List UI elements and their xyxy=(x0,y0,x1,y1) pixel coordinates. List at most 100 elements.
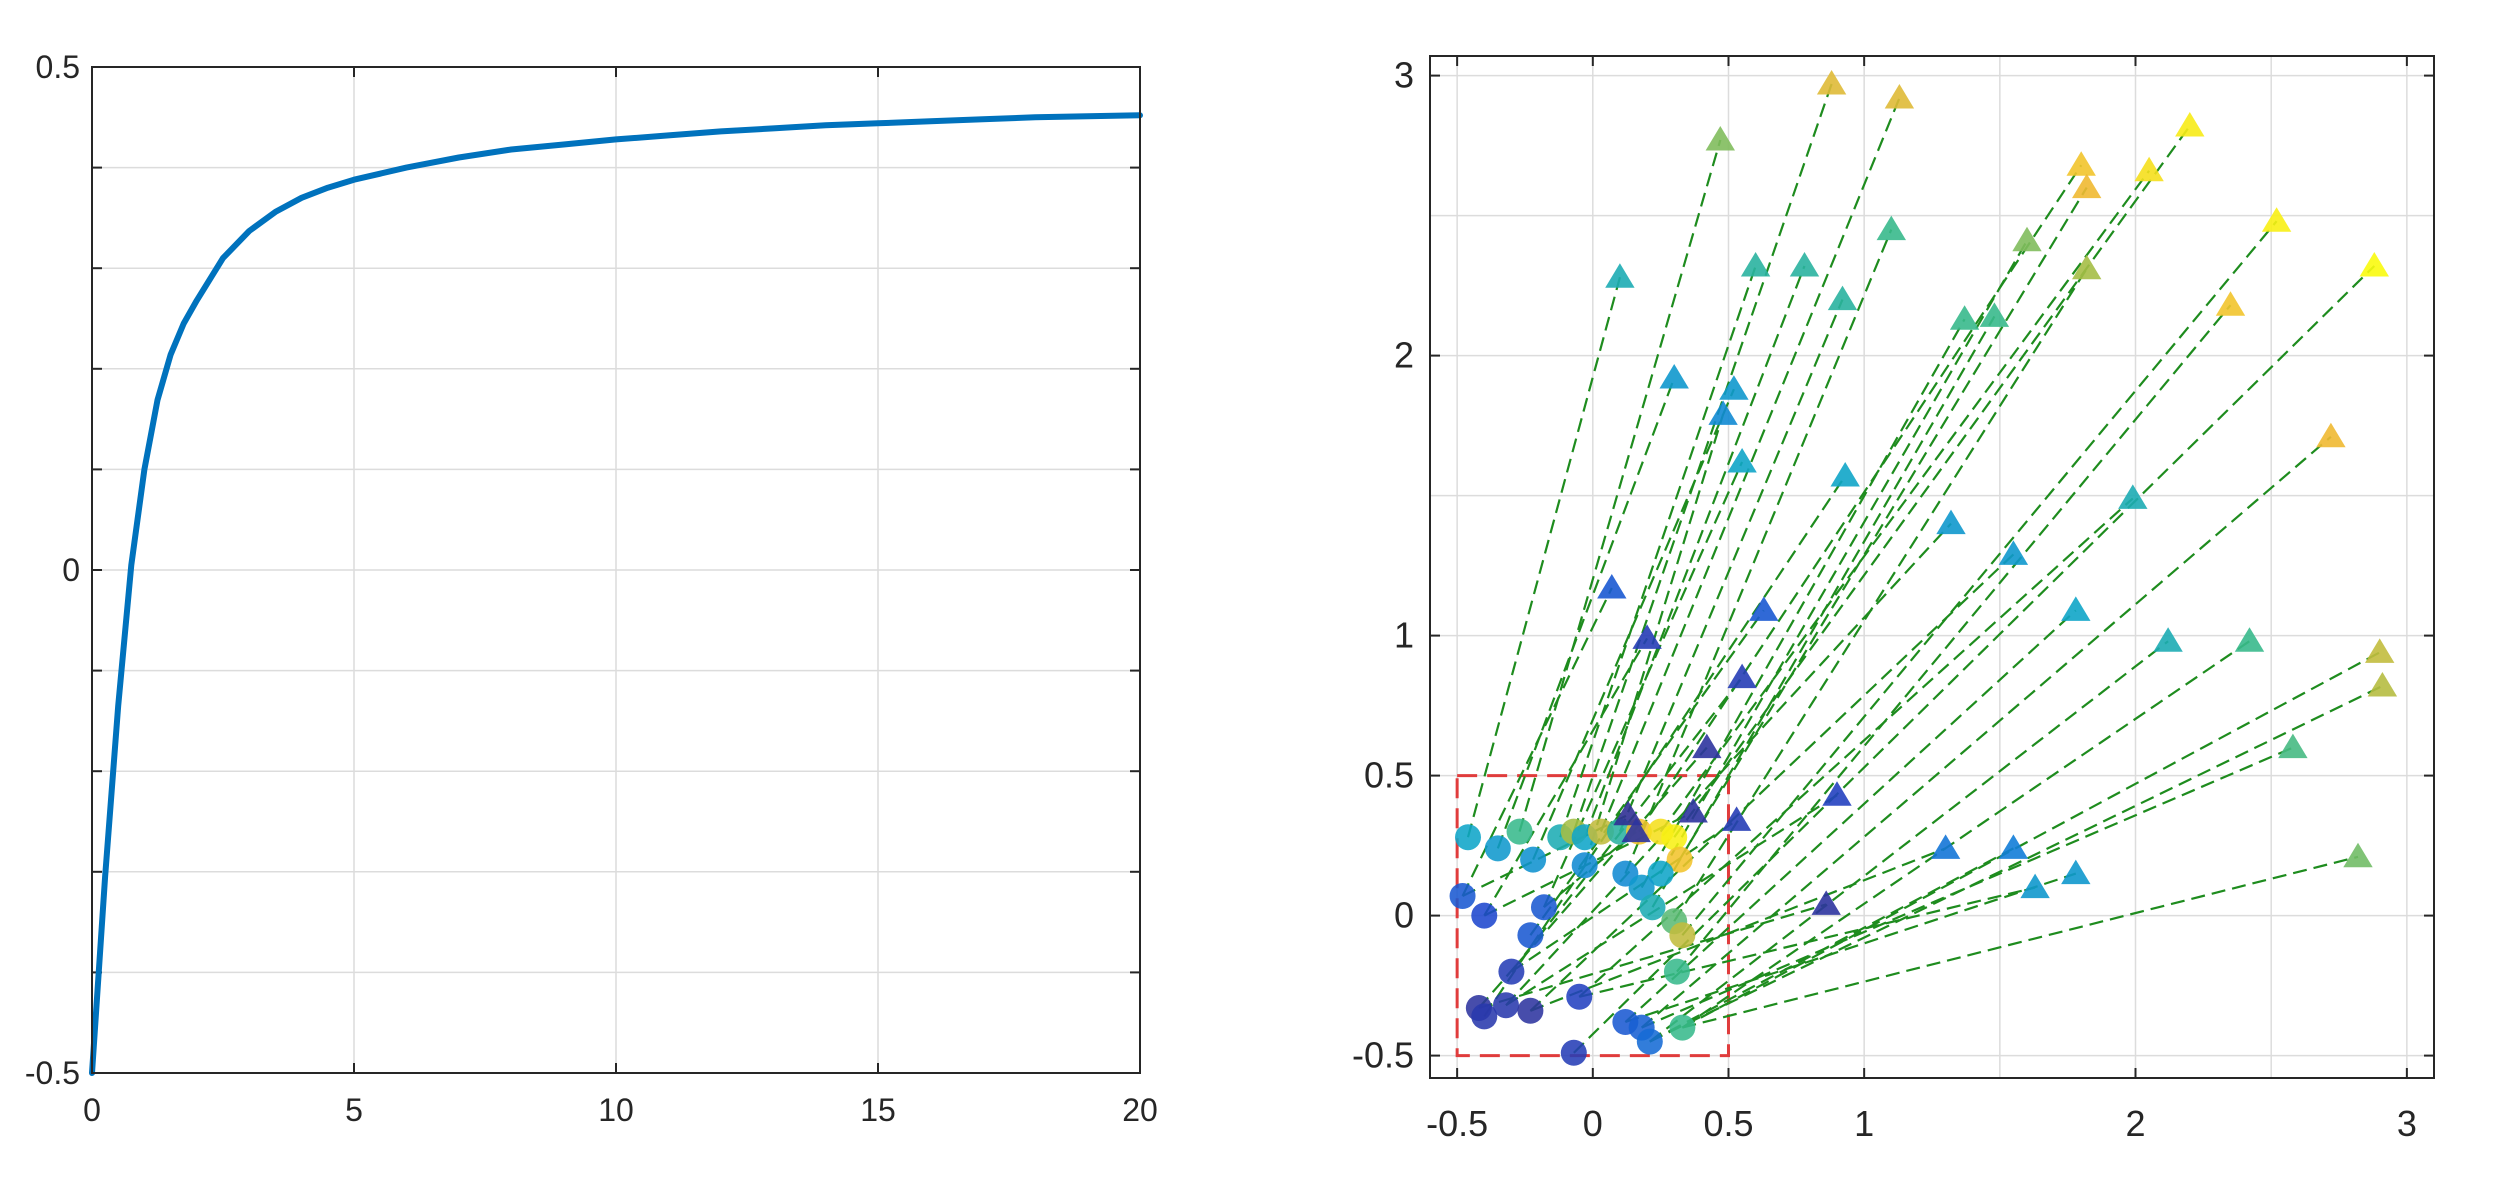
circle-point xyxy=(1566,983,1593,1010)
connection-line xyxy=(1529,553,2015,1012)
triangle-point xyxy=(2278,733,2308,759)
left-x-tick-label: 0 xyxy=(83,1092,101,1128)
left-x-tick-label: 10 xyxy=(598,1092,634,1128)
circle-point xyxy=(1666,846,1693,873)
circle-point xyxy=(1628,874,1655,901)
connection-line xyxy=(1505,794,1838,1007)
connection-line xyxy=(1649,685,2383,1043)
right-x-tick-label: 1 xyxy=(1854,1103,1874,1144)
connection-line xyxy=(1461,587,1613,897)
circle-point xyxy=(1517,922,1544,949)
triangle-point xyxy=(1811,890,1841,915)
connection-line xyxy=(1466,276,1622,838)
right-plot-frame xyxy=(1429,55,2435,1079)
circle-point xyxy=(1492,992,1519,1019)
right-tick-marks xyxy=(1430,56,2434,1078)
connection-line xyxy=(1681,220,2278,936)
triangle-point xyxy=(1930,834,1961,859)
triangle-point xyxy=(2072,173,2102,199)
connection-line xyxy=(1578,886,2036,998)
triangle-point xyxy=(1721,806,1752,831)
right-tick-labels: -0.5 0 0.5 1 2 3 -0.5 0 0.5 1 2 3 xyxy=(1352,55,2417,1144)
circle-point xyxy=(1520,846,1547,873)
triangle-point xyxy=(2316,422,2346,448)
right-y-tick-label: 1 xyxy=(1394,615,1414,656)
connection-line xyxy=(1681,651,2381,1029)
connection-line xyxy=(1573,265,2376,1054)
triangle-point xyxy=(1936,509,1966,535)
right-x-tick-label: 2 xyxy=(2125,1103,2145,1144)
triangle-point xyxy=(1597,574,1627,599)
triangle-point xyxy=(1979,302,2010,327)
connection-line xyxy=(1599,97,1901,833)
triangle-point xyxy=(1692,733,1722,759)
triangle-point xyxy=(2061,859,2091,885)
triangle-point xyxy=(2343,842,2373,868)
connection-line xyxy=(1505,522,1952,1006)
circle-point xyxy=(1471,902,1498,929)
triangle-point xyxy=(1621,817,1651,843)
circle-point xyxy=(1636,1028,1663,1055)
connection-line xyxy=(1578,497,2134,998)
connection-line xyxy=(1618,299,1844,833)
right-y-tick-label: 2 xyxy=(1394,335,1414,376)
connection-line xyxy=(1682,855,2359,1029)
triangle-point xyxy=(1749,596,1779,621)
left-series-line xyxy=(89,112,1143,1076)
connection-line xyxy=(1678,187,2088,861)
triangle-point xyxy=(1678,798,1708,823)
triangle-point xyxy=(2020,873,2050,899)
connection-line xyxy=(1676,304,2232,973)
connection-line xyxy=(1478,746,1708,1009)
circle-point xyxy=(1571,852,1598,879)
triangle-point xyxy=(1884,84,1915,109)
connection-line xyxy=(1529,847,1946,1012)
connection-line xyxy=(1649,847,2014,1043)
connection-line xyxy=(1659,240,2028,875)
triangle-point xyxy=(2153,627,2183,652)
triangle-point xyxy=(2012,226,2042,252)
right-x-tick-label: -0.5 xyxy=(1426,1103,1488,1144)
left-gridlines xyxy=(92,67,1140,1073)
right-y-tick-label: 0 xyxy=(1394,895,1414,936)
triangle-point xyxy=(2234,627,2265,652)
connection-line xyxy=(1673,268,2088,922)
circle-point xyxy=(1517,997,1544,1024)
right-y-tick-label: 3 xyxy=(1394,55,1414,96)
triangle-point xyxy=(2367,672,2398,697)
triangle-point xyxy=(1830,462,1860,487)
triangle-point xyxy=(1659,364,1689,389)
right-y-tick-label: 0.5 xyxy=(1364,755,1414,796)
triangle-point xyxy=(1998,540,2029,565)
connection-line xyxy=(1510,819,1738,973)
triangle-point xyxy=(2072,254,2102,280)
circle-point xyxy=(1647,860,1674,887)
right-x-tick-label: 0.5 xyxy=(1703,1103,1753,1144)
connection-line xyxy=(1640,435,2332,1029)
circle-point xyxy=(1669,922,1696,949)
circle-point xyxy=(1639,894,1666,921)
connection-line xyxy=(1624,609,2077,1023)
left-y-tick-label: -0.5 xyxy=(25,1055,80,1091)
right-scatter-chart: -0.5 0 0.5 1 2 3 -0.5 0 0.5 1 2 3 xyxy=(1352,55,2435,1144)
circle-point xyxy=(1560,1039,1587,1066)
left-line-chart: 0 5 10 15 20-0.500.5 xyxy=(25,49,1158,1128)
circle-point xyxy=(1471,1003,1498,1030)
triangle-point xyxy=(1605,263,1635,288)
connection-line xyxy=(1478,903,1827,1010)
triangle-point xyxy=(2359,252,2389,277)
connection-line xyxy=(1483,475,1847,1018)
left-y-tick-label: 0.5 xyxy=(36,49,80,85)
triangle-point xyxy=(1708,400,1738,425)
left-tick-labels: 0 5 10 15 20-0.500.5 xyxy=(25,49,1158,1128)
triangle-point xyxy=(1727,663,1757,689)
connection-line xyxy=(1681,640,2251,1029)
circle-point xyxy=(1661,824,1688,851)
triangle-point xyxy=(2175,112,2205,137)
circle-point xyxy=(1498,958,1525,985)
circle-point xyxy=(1506,818,1533,845)
circle-point xyxy=(1587,818,1614,845)
triangle-point xyxy=(2118,484,2148,509)
connection-line xyxy=(1518,139,1722,832)
triangle-point xyxy=(1740,252,1771,277)
